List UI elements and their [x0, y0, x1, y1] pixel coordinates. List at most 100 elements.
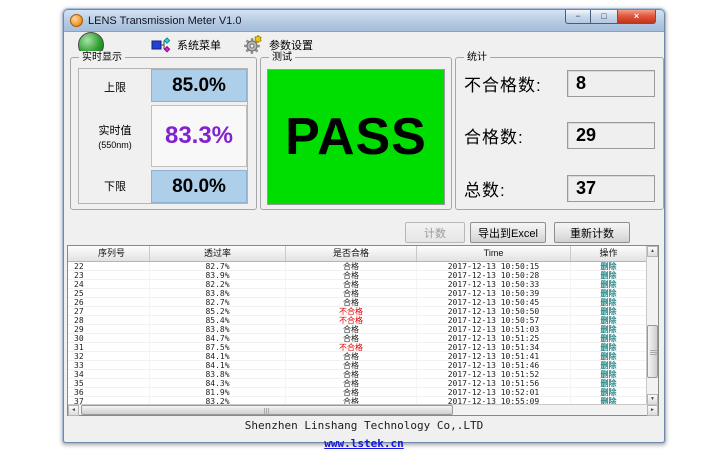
table-row: 36 81.9% 合格 2017-12-13 10:52:01 删除 [68, 388, 647, 397]
cell-time: 2017-12-13 10:52:01 [417, 388, 571, 397]
delete-link[interactable]: 删除 [571, 361, 647, 370]
total-count-row: 总数: 37 [464, 173, 655, 203]
cell-serial: 22 [68, 262, 150, 271]
pass-count-label: 合格数: [464, 128, 524, 147]
table-row: 34 83.8% 合格 2017-12-13 10:51:52 删除 [68, 370, 647, 379]
delete-link[interactable]: 删除 [571, 334, 647, 343]
header-serial[interactable]: 序列号 [68, 246, 150, 261]
pass-count-value: 29 [567, 122, 655, 149]
header-transmittance[interactable]: 透过率 [150, 246, 286, 261]
count-button[interactable]: 计数 [405, 222, 465, 243]
cell-serial: 29 [68, 325, 150, 334]
cell-transmittance: 82.2% [150, 280, 286, 289]
maximize-button[interactable]: □ [591, 10, 618, 24]
cell-serial: 33 [68, 361, 150, 370]
cell-serial: 31 [68, 343, 150, 352]
cell-result: 合格 [286, 334, 417, 343]
settings-button[interactable]: 参数设置 [243, 35, 313, 54]
cell-serial: 34 [68, 370, 150, 379]
cell-result: 合格 [286, 271, 417, 280]
cell-time: 2017-12-13 10:51:46 [417, 361, 571, 370]
realtime-panel: 实时显示 上限 实时值 (550nm) 下限 85.0% 83.3% 80.0% [70, 51, 257, 210]
delete-link[interactable]: 删除 [571, 352, 647, 361]
website-link[interactable]: www.lstek.cn [324, 437, 404, 450]
test-result-text: PASS [285, 108, 427, 166]
table-row: 32 84.1% 合格 2017-12-13 10:51:41 删除 [68, 352, 647, 361]
cell-result: 合格 [286, 280, 417, 289]
delete-link[interactable]: 删除 [571, 262, 647, 271]
table-row: 28 85.4% 不合格 2017-12-13 10:50:57 删除 [68, 316, 647, 325]
cell-serial: 24 [68, 280, 150, 289]
header-result[interactable]: 是否合格 [286, 246, 417, 261]
delete-link[interactable]: 删除 [571, 388, 647, 397]
current-value-label: 实时值 (550nm) [79, 104, 151, 168]
delete-link[interactable]: 删除 [571, 370, 647, 379]
cell-serial: 32 [68, 352, 150, 361]
cell-transmittance: 83.8% [150, 289, 286, 298]
delete-link[interactable]: 删除 [571, 379, 647, 388]
cell-transmittance: 84.1% [150, 361, 286, 370]
horizontal-scrollbar[interactable]: ◄ ► [68, 404, 658, 416]
vertical-scrollbar[interactable]: ▲ ▼ [646, 246, 658, 405]
test-panel-title: 测试 [269, 51, 295, 64]
table-body: 22 82.7% 合格 2017-12-13 10:50:15 删除 23 83… [68, 262, 647, 405]
stats-panel-title: 统计 [464, 51, 490, 64]
vertical-scroll-thumb[interactable] [647, 325, 658, 378]
window-content: 系统菜单 [64, 32, 664, 450]
delete-link[interactable]: 删除 [571, 343, 647, 352]
table-row: 26 82.7% 合格 2017-12-13 10:50:45 删除 [68, 298, 647, 307]
lower-limit-value: 80.0% [151, 170, 247, 203]
cell-result: 合格 [286, 298, 417, 307]
table-row: 23 83.9% 合格 2017-12-13 10:50:28 删除 [68, 271, 647, 280]
cell-transmittance: 82.7% [150, 298, 286, 307]
system-menu-button[interactable]: 系统菜单 [151, 36, 221, 54]
scroll-right-icon[interactable]: ► [647, 405, 658, 416]
cell-time: 2017-12-13 10:51:56 [417, 379, 571, 388]
cell-result: 合格 [286, 361, 417, 370]
cell-transmittance: 83.9% [150, 271, 286, 280]
table-row: 35 84.3% 合格 2017-12-13 10:51:56 删除 [68, 379, 647, 388]
cell-time: 2017-12-13 10:50:45 [417, 298, 571, 307]
fail-count-row: 不合格数: 8 [464, 68, 655, 98]
delete-link[interactable]: 删除 [571, 316, 647, 325]
header-operation[interactable]: 操作 [571, 246, 647, 261]
table-row: 30 84.7% 合格 2017-12-13 10:51:25 删除 [68, 334, 647, 343]
export-excel-button[interactable]: 导出到Excel [470, 222, 546, 243]
recount-button[interactable]: 重新计数 [554, 222, 630, 243]
cell-time: 2017-12-13 10:50:57 [417, 316, 571, 325]
delete-link[interactable]: 删除 [571, 298, 647, 307]
cell-transmittance: 81.9% [150, 388, 286, 397]
realtime-grid: 上限 实时值 (550nm) 下限 85.0% 83.3% 80.0% [78, 68, 248, 204]
table-row: 22 82.7% 合格 2017-12-13 10:50:15 删除 [68, 262, 647, 271]
cell-result: 合格 [286, 397, 417, 405]
cell-result: 合格 [286, 325, 417, 334]
delete-link[interactable]: 删除 [571, 280, 647, 289]
delete-link[interactable]: 删除 [571, 289, 647, 298]
cell-time: 2017-12-13 10:50:50 [417, 307, 571, 316]
header-time[interactable]: Time [417, 246, 571, 261]
wavelength-label: (550nm) [98, 140, 132, 150]
delete-link[interactable]: 删除 [571, 271, 647, 280]
current-value: 83.3% [151, 105, 247, 167]
delete-link[interactable]: 删除 [571, 325, 647, 334]
close-button[interactable]: × [618, 10, 656, 24]
scroll-thumb-grip [264, 408, 270, 414]
test-result-screen: PASS [267, 69, 445, 205]
minimize-button[interactable]: − [565, 10, 591, 24]
total-count-label: 总数: [464, 180, 506, 200]
table-row: 27 85.2% 不合格 2017-12-13 10:50:50 删除 [68, 307, 647, 316]
title-bar[interactable]: LENS Transmission Meter V1.0 − □ × [64, 10, 664, 32]
pass-count-row: 合格数: 29 [464, 121, 655, 151]
cell-result: 不合格 [286, 316, 417, 325]
cell-result: 合格 [286, 388, 417, 397]
horizontal-scroll-thumb[interactable] [81, 405, 453, 415]
cell-result: 不合格 [286, 307, 417, 316]
delete-link[interactable]: 删除 [571, 307, 647, 316]
cell-time: 2017-12-13 10:51:52 [417, 370, 571, 379]
table-row: 33 84.1% 合格 2017-12-13 10:51:46 删除 [68, 361, 647, 370]
scroll-up-icon[interactable]: ▲ [647, 246, 658, 257]
scroll-left-icon[interactable]: ◄ [68, 405, 79, 416]
cell-transmittance: 82.7% [150, 262, 286, 271]
cell-result: 合格 [286, 370, 417, 379]
realtime-values: 85.0% 83.3% 80.0% [151, 69, 247, 203]
